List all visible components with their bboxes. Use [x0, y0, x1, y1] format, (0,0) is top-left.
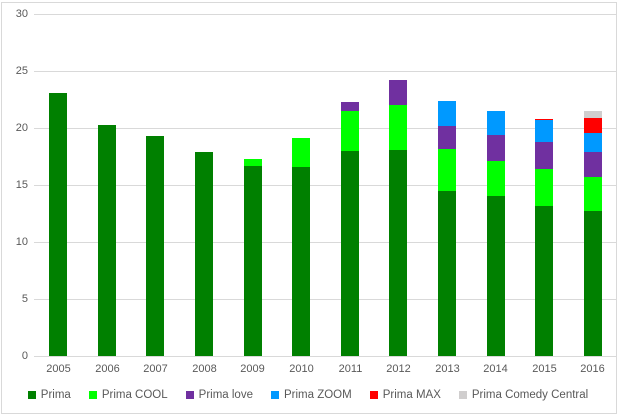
y-tick-label-10: 10 [15, 236, 28, 248]
legend-swatch-prima-cool [88, 391, 97, 399]
y-tick-label-20: 20 [15, 122, 28, 134]
bar-segment-prima-2009 [244, 166, 262, 356]
bar-segment-prima-2008 [195, 152, 213, 356]
legend: Prima Prima COOL Prima love Prima ZOOM Prima… [1, 389, 615, 401]
chart-border [1, 2, 617, 414]
bar-segment-prima-cool-2014 [487, 161, 505, 196]
legend-item-prima-love: Prima love [185, 389, 253, 401]
bar-segment-prima-max-2016 [584, 118, 602, 133]
x-tick-label-2005: 2005 [46, 363, 71, 375]
legend-item-prima-max: Prima MAX [369, 389, 441, 401]
legend-swatch-prima-love [185, 391, 194, 399]
legend-swatch-prima [27, 391, 36, 399]
bar-segment-prima-cool-2013 [438, 149, 456, 191]
bar-segment-prima-love-2016 [584, 152, 602, 177]
legend-item-prima-comedy-central: Prima Comedy Central [458, 389, 589, 401]
bar-segment-prima-zoom-2016 [584, 133, 602, 152]
bar-segment-prima-2016 [584, 211, 602, 356]
gridline-25 [34, 71, 617, 72]
x-tick-label-2010: 2010 [289, 363, 314, 375]
bar-segment-prima-love-2013 [438, 126, 456, 149]
gridline-30 [34, 14, 617, 15]
legend-label-prima-cool: Prima COOL [101, 389, 168, 401]
legend-label-prima-comedy-central: Prima Comedy Central [471, 389, 589, 401]
legend-swatch-prima-comedy-central [458, 391, 467, 399]
legend-swatch-prima-max [369, 391, 378, 399]
bar-segment-prima-cool-2010 [292, 138, 310, 167]
x-tick-label-2015: 2015 [532, 363, 557, 375]
bar-segment-prima-love-2012 [389, 80, 407, 105]
x-tick-label-2008: 2008 [192, 363, 217, 375]
bar-segment-prima-cool-2012 [389, 105, 407, 150]
gridline-20 [34, 128, 617, 129]
bar-segment-prima-love-2014 [487, 135, 505, 161]
y-tick-label-5: 5 [21, 293, 28, 305]
gridline-5 [34, 299, 617, 300]
y-tick-label-15: 15 [15, 179, 28, 191]
x-tick-label-2007: 2007 [143, 363, 168, 375]
gridline-10 [34, 242, 617, 243]
bar-segment-prima-cool-2011 [341, 111, 359, 151]
bar-segment-prima-2013 [438, 191, 456, 356]
bar-segment-prima-2007 [146, 136, 164, 356]
y-tick-label-30: 30 [15, 8, 28, 20]
bar-segment-prima-2005 [49, 93, 67, 356]
bar-segment-prima-cool-2016 [584, 177, 602, 211]
bar-segment-prima-2006 [98, 125, 116, 356]
bar-segment-prima-2014 [487, 196, 505, 356]
legend-item-prima-cool: Prima COOL [88, 389, 168, 401]
bar-segment-prima-cool-2009 [244, 159, 262, 166]
legend-label-prima-zoom: Prima ZOOM [283, 389, 352, 401]
bar-segment-prima-love-2015 [535, 142, 553, 169]
legend-item-prima: Prima [27, 389, 71, 401]
bar-segment-prima-cool-2015 [535, 169, 553, 206]
bar-segment-prima-zoom-2014 [487, 111, 505, 135]
x-tick-label-2013: 2013 [435, 363, 460, 375]
bar-segment-prima-max-2015 [535, 119, 553, 120]
x-tick-label-2014: 2014 [483, 363, 508, 375]
x-tick-label-2006: 2006 [95, 363, 120, 375]
legend-label-prima-love: Prima love [198, 389, 253, 401]
x-tick-label-2011: 2011 [338, 363, 363, 375]
y-tick-label-25: 25 [15, 65, 28, 77]
y-tick-label-0: 0 [21, 350, 28, 362]
bar-segment-prima-comedy-central-2016 [584, 111, 602, 118]
x-axis-line [34, 356, 617, 357]
bar-segment-prima-2011 [341, 151, 359, 356]
gridline-15 [34, 185, 617, 186]
bar-segment-prima-2015 [535, 206, 553, 356]
bar-segment-prima-zoom-2013 [438, 101, 456, 126]
bar-segment-prima-love-2011 [341, 102, 359, 111]
x-tick-label-2009: 2009 [240, 363, 265, 375]
bar-segment-prima-2012 [389, 150, 407, 356]
x-tick-label-2016: 2016 [580, 363, 605, 375]
x-tick-label-2012: 2012 [386, 363, 411, 375]
legend-label-prima-max: Prima MAX [382, 389, 441, 401]
legend-label-prima: Prima [40, 389, 71, 401]
legend-swatch-prima-zoom [270, 391, 279, 399]
bar-segment-prima-zoom-2015 [535, 120, 553, 142]
legend-item-prima-zoom: Prima ZOOM [270, 389, 352, 401]
bar-segment-prima-2010 [292, 167, 310, 356]
